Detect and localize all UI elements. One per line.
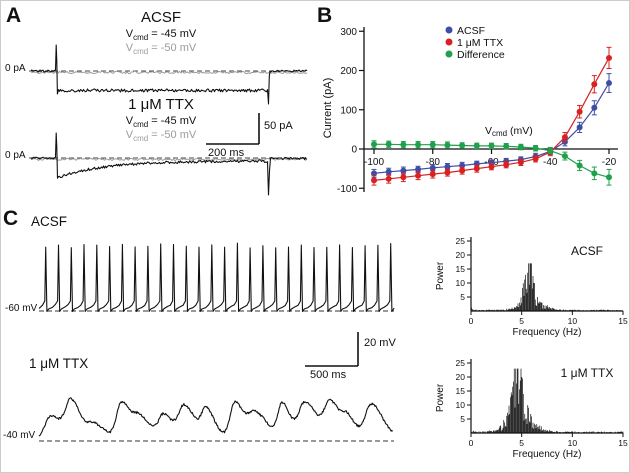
panel-a-label: A: [6, 4, 22, 27]
svg-text:5: 5: [519, 316, 524, 326]
panel-a-traces: [29, 44, 308, 196]
svg-text:10: 10: [568, 438, 578, 448]
panel-b-label: B: [317, 4, 333, 27]
svg-text:15: 15: [456, 386, 466, 396]
svg-text:300: 300: [340, 27, 357, 38]
svg-text:10: 10: [456, 400, 466, 410]
panel-a-scale-horizontal-label: 200 ms: [208, 147, 245, 159]
panel-a-zero-pa-label-top: 0 pA: [5, 63, 26, 74]
panel-c-ttx-baseline-label: -40 mV: [3, 430, 36, 441]
iv-series-0: [371, 73, 612, 178]
svg-text:Power: Power: [435, 261, 446, 290]
panel-a-ttx-vcmd-50-label: Vcmd = -50 mV: [125, 129, 197, 144]
panel-a-acsf-vcmd-45-label: Vcmd = -45 mV: [125, 28, 197, 43]
svg-text:-80: -80: [426, 157, 441, 168]
panel-c-label: C: [3, 207, 19, 230]
panel-a-zero-pa-label-bottom: 0 pA: [5, 150, 26, 161]
svg-text:25: 25: [456, 236, 466, 246]
svg-text:100: 100: [340, 105, 357, 116]
svg-text:Frequency (Hz): Frequency (Hz): [513, 327, 582, 338]
svg-text:0: 0: [469, 316, 474, 326]
panel-a-acsf-vcmd-50-label: Vcmd = -50 mV: [125, 42, 197, 57]
iv-series-1: [371, 46, 612, 186]
panel-a-scale-vertical-label: 50 pA: [264, 120, 293, 132]
svg-text:Difference: Difference: [457, 49, 505, 61]
svg-text:-100: -100: [337, 184, 357, 195]
svg-text:ACSF: ACSF: [571, 244, 603, 258]
svg-text:-100: -100: [364, 157, 384, 168]
svg-text:Current (pA): Current (pA): [322, 78, 334, 139]
svg-text:10: 10: [568, 316, 578, 326]
panel-c-scale-horizontal-label: 500 ms: [310, 369, 347, 381]
svg-text:200: 200: [340, 66, 357, 77]
svg-text:ACSF: ACSF: [457, 25, 485, 37]
svg-text:15: 15: [618, 438, 628, 448]
svg-text:20: 20: [456, 250, 466, 260]
svg-text:Frequency (Hz): Frequency (Hz): [513, 449, 582, 460]
svg-text:0: 0: [351, 145, 357, 156]
svg-text:10: 10: [456, 278, 466, 288]
panel-c-scale-vertical-label: 20 mV: [364, 337, 396, 349]
panel-c-traces: [38, 242, 395, 442]
iv-series-2: [371, 140, 612, 186]
panel-c-acsf-title: ACSF: [31, 214, 68, 229]
svg-text:1 μM TTX: 1 μM TTX: [561, 366, 614, 380]
panel-a-acsf-title: ACSF: [140, 9, 181, 26]
panel-a-ttx-title: 1 μM TTX: [128, 96, 194, 113]
svg-text:1 μM TTX: 1 μM TTX: [457, 37, 503, 49]
svg-text:0: 0: [469, 438, 474, 448]
panel-a-ttx-vcmd-45-label: Vcmd = -45 mV: [125, 115, 197, 130]
iv-xaxis-label: Vcmd (mV): [485, 125, 533, 138]
svg-text:-40: -40: [543, 157, 558, 168]
svg-text:20: 20: [456, 372, 466, 382]
legend-dot-1: [445, 38, 453, 46]
svg-text:15: 15: [618, 316, 628, 326]
svg-text:5: 5: [460, 292, 465, 302]
svg-text:5: 5: [519, 438, 524, 448]
svg-text:15: 15: [456, 264, 466, 274]
legend-dot-0: [445, 26, 453, 34]
svg-text:Power: Power: [435, 383, 446, 412]
panel-c-acsf-baseline-label: -60 mV: [5, 303, 38, 314]
power-spectrum-ttx: 5 10 15 20 25 0 5 10 15 Power Frequency (Hz) 1 μM T…: [435, 358, 628, 460]
svg-text:25: 25: [456, 358, 466, 368]
power-spectrum-acsf: 5 10 15 20 25 0 5 10 15 Power Frequency (Hz) ACSF: [435, 236, 628, 338]
panel-c-ttx-title: 1 μM TTX: [29, 356, 89, 371]
legend-dot-2: [445, 50, 453, 58]
svg-text:5: 5: [460, 414, 465, 424]
svg-text:-20: -20: [602, 157, 617, 168]
